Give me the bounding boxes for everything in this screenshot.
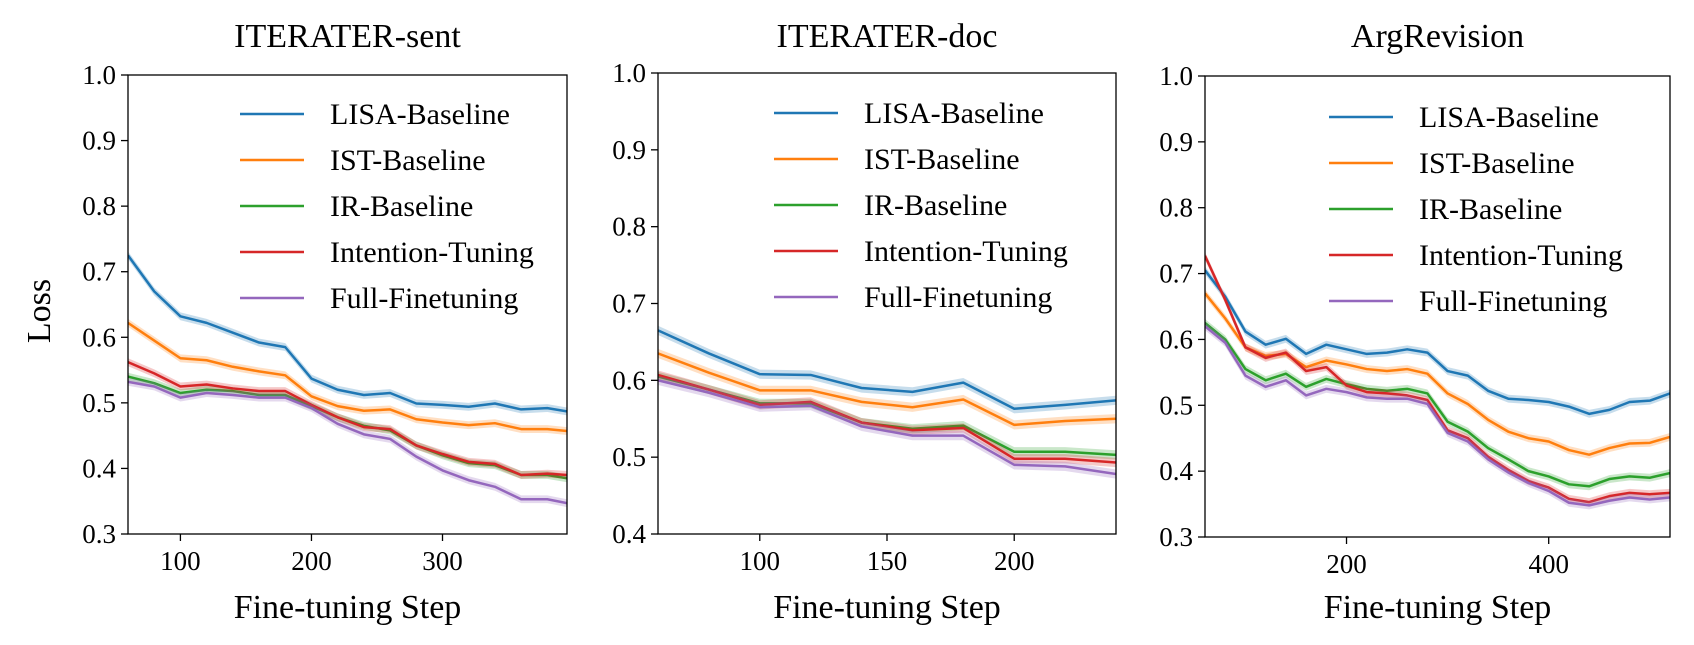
legend-label: IR-Baseline	[1419, 193, 1562, 226]
y-axis-label: Loss	[21, 279, 58, 343]
x-tick-label: 100	[160, 546, 201, 576]
y-tick-label: 0.4	[612, 519, 646, 549]
y-tick-label: 0.8	[82, 191, 116, 221]
chart-panel-1: ITERATER-sent 0.3 0.4 0.5 0.6 0.7 0.8 0.9 1.0 100…	[82, 18, 568, 626]
y-tick-label: 0.5	[1159, 390, 1193, 420]
y-tick-label: 0.7	[82, 257, 116, 287]
x-axis-label: Fine-tuning Step	[1324, 589, 1552, 626]
legend-label: Full-Finetuning	[1419, 285, 1607, 318]
legend-label: Intention-Tuning	[330, 236, 534, 269]
series-group	[128, 251, 567, 508]
y-tick-label: 0.9	[612, 135, 646, 165]
plot-frame	[127, 74, 568, 535]
y-tick-label: 1.0	[82, 60, 116, 90]
chart-title: ArgRevision	[1351, 18, 1524, 55]
legend: LISA-Baseline IST-Baseline IR-Baseline Inte…	[1329, 101, 1623, 318]
y-tick-label: 0.6	[1159, 324, 1193, 354]
legend-label: Full-Finetuning	[864, 281, 1052, 314]
x-tick-label: 100	[740, 546, 781, 576]
legend-label: Intention-Tuning	[1419, 239, 1623, 272]
series-group	[658, 325, 1116, 479]
x-axis-label: Fine-tuning Step	[773, 589, 1001, 626]
series-line-0	[658, 329, 1116, 411]
y-tick-label: 1.0	[612, 58, 646, 88]
x-tick-label: 150	[867, 546, 908, 576]
series-band-0	[1205, 266, 1670, 418]
y-tick-label: 0.4	[1159, 456, 1193, 486]
series-band-2	[128, 372, 567, 483]
series-band-1	[128, 318, 567, 435]
series-line-1	[128, 321, 567, 433]
series-line-4	[1205, 325, 1670, 507]
x-tick-label: 400	[1528, 549, 1569, 579]
y-tick-label: 0.6	[612, 365, 646, 395]
y-tick-label: 0.8	[612, 212, 646, 242]
series-band-2	[1205, 319, 1670, 491]
legend-label: IR-Baseline	[330, 190, 473, 223]
y-tick-label: 0.8	[1159, 193, 1193, 223]
y-tick-label: 0.9	[1159, 127, 1193, 157]
series-line-0	[128, 254, 567, 413]
y-tick-label: 0.6	[82, 322, 116, 352]
legend-label: IST-Baseline	[1419, 147, 1575, 180]
series-band-4	[128, 377, 567, 508]
chart-panel-3: ArgRevision 0.3 0.4 0.5 0.6 0.7 0.8 0.9 1.0 200 40…	[1159, 18, 1671, 626]
legend-label: IR-Baseline	[864, 189, 1007, 222]
y-tick-label: 0.5	[82, 388, 116, 418]
chart-panel-2: ITERATER-doc 0.4 0.5 0.6 0.7 0.8 0.9 1.0 100 150 2…	[612, 18, 1117, 626]
legend: LISA-Baseline IST-Baseline IR-Baseline Inte…	[240, 98, 534, 315]
y-tick-label: 0.7	[612, 289, 646, 319]
series-line-0	[1205, 269, 1670, 416]
x-tick-label: 200	[1326, 549, 1367, 579]
x-tick-label: 300	[422, 546, 463, 576]
x-axis-label: Fine-tuning Step	[234, 589, 462, 626]
series-band-1	[1205, 289, 1670, 459]
y-tick-label: 0.5	[612, 442, 646, 472]
y-tick-label: 0.9	[82, 126, 116, 156]
series-line-2	[1205, 321, 1670, 488]
y-tick-label: 0.3	[82, 519, 116, 549]
legend-label: Full-Finetuning	[330, 282, 518, 315]
series-band-2	[658, 371, 1116, 460]
y-tick-label: 0.4	[82, 453, 116, 483]
x-tick-label: 200	[994, 546, 1035, 576]
x-tick-label: 200	[291, 546, 332, 576]
legend-label: LISA-Baseline	[1419, 101, 1599, 134]
series-band-3	[658, 370, 1116, 468]
series-line-4	[658, 379, 1116, 476]
y-tick-label: 0.7	[1159, 259, 1193, 289]
series-band-4	[658, 375, 1116, 479]
legend-label: LISA-Baseline	[864, 97, 1044, 130]
series-line-1	[658, 352, 1116, 427]
chart-title: ITERATER-doc	[777, 18, 998, 55]
legend-label: LISA-Baseline	[330, 98, 510, 131]
chart-title: ITERATER-sent	[234, 18, 461, 55]
y-tick-label: 0.3	[1159, 522, 1193, 552]
series-line-3	[658, 373, 1116, 464]
y-tick-label: 1.0	[1159, 61, 1193, 91]
series-band-4	[1205, 322, 1670, 510]
series-line-3	[1205, 255, 1670, 504]
series-line-3	[128, 361, 567, 477]
series-group	[1205, 251, 1670, 510]
legend-label: IST-Baseline	[330, 144, 486, 177]
series-line-4	[128, 380, 567, 505]
series-band-3	[128, 358, 567, 479]
legend-label: IST-Baseline	[864, 143, 1020, 176]
legend: LISA-Baseline IST-Baseline IR-Baseline Inte…	[774, 97, 1068, 314]
legend-label: Intention-Tuning	[864, 235, 1068, 268]
plot-frame	[1204, 75, 1671, 538]
